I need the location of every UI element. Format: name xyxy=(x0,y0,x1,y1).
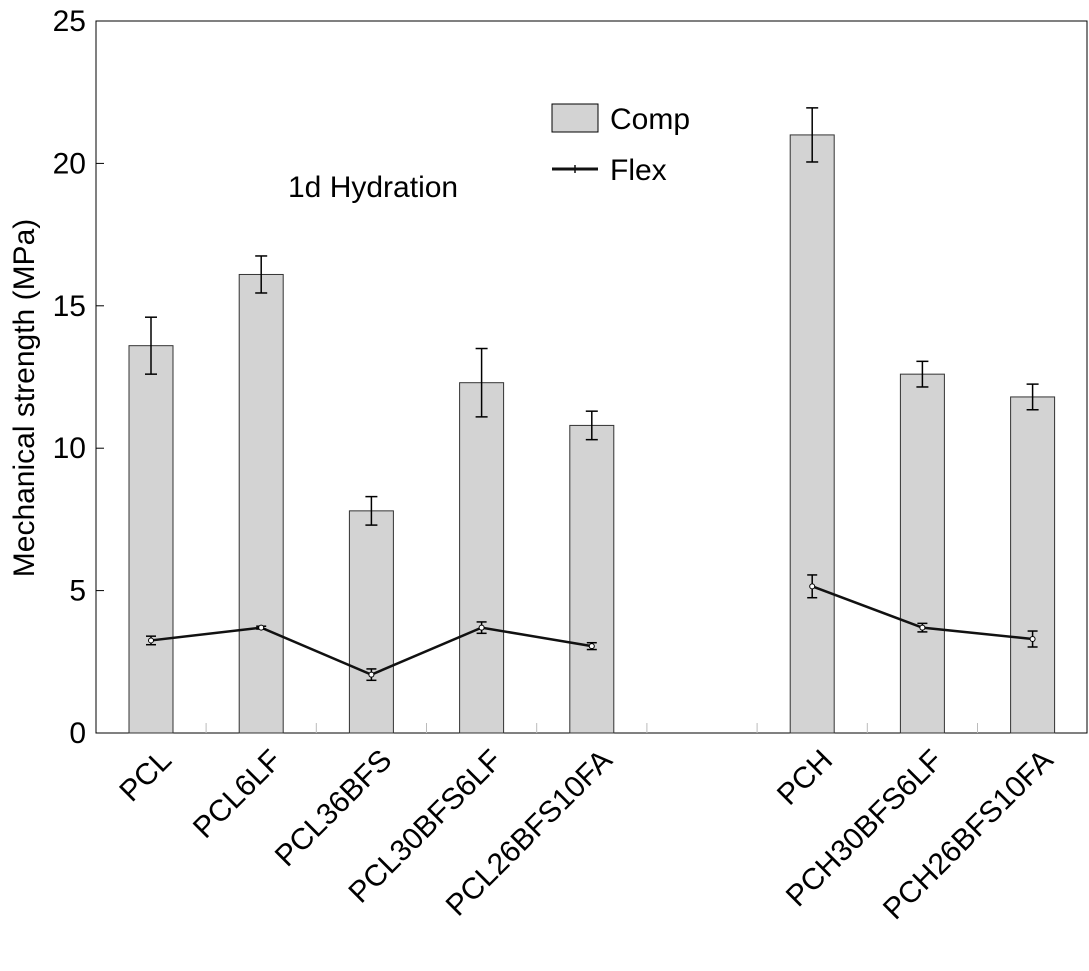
y-axis-title: Mechanical strength (MPa) xyxy=(8,219,41,577)
flex-point xyxy=(478,624,485,631)
x-category-label: PCL6LF xyxy=(187,744,288,845)
y-tick-label: 15 xyxy=(53,290,86,323)
comp-bar xyxy=(459,382,505,734)
flex-point xyxy=(588,643,595,650)
y-tick-label: 10 xyxy=(53,432,86,465)
flex-point xyxy=(809,583,816,590)
y-tick-label: 20 xyxy=(53,147,86,180)
x-category-label: PCH xyxy=(771,744,839,812)
flex-point xyxy=(919,624,926,631)
comp-bar xyxy=(1010,396,1056,734)
comp-bar xyxy=(128,345,174,734)
comp-bars xyxy=(128,107,1056,734)
x-axis: PCL PCL6LFPCL36BFSPCL30BFS6LFPCL26BFS10FA… xyxy=(113,723,1060,926)
comp-bar xyxy=(238,273,284,734)
legend: Comp Flex xyxy=(551,103,690,187)
y-tick-label: 5 xyxy=(69,575,86,608)
y-tick-label: 25 xyxy=(53,5,86,38)
legend-comp-swatch xyxy=(551,103,599,133)
y-axis: 0 5 10 15 20 25 xyxy=(53,5,104,750)
legend-flex-label: Flex xyxy=(610,154,667,187)
flex-point xyxy=(368,671,375,678)
comp-bar xyxy=(789,134,835,734)
hydration-annotation: 1d Hydration xyxy=(288,171,458,204)
comp-bar xyxy=(348,510,394,734)
x-category-label: PCL xyxy=(113,744,178,809)
flex-point xyxy=(258,624,265,631)
y-tick-label: 0 xyxy=(69,717,86,750)
legend-comp-label: Comp xyxy=(610,103,690,136)
comp-bar xyxy=(899,373,945,734)
flex-point xyxy=(148,637,154,644)
comp-bar xyxy=(569,424,615,734)
flex-point xyxy=(1029,636,1036,643)
flex-series xyxy=(146,574,1038,682)
